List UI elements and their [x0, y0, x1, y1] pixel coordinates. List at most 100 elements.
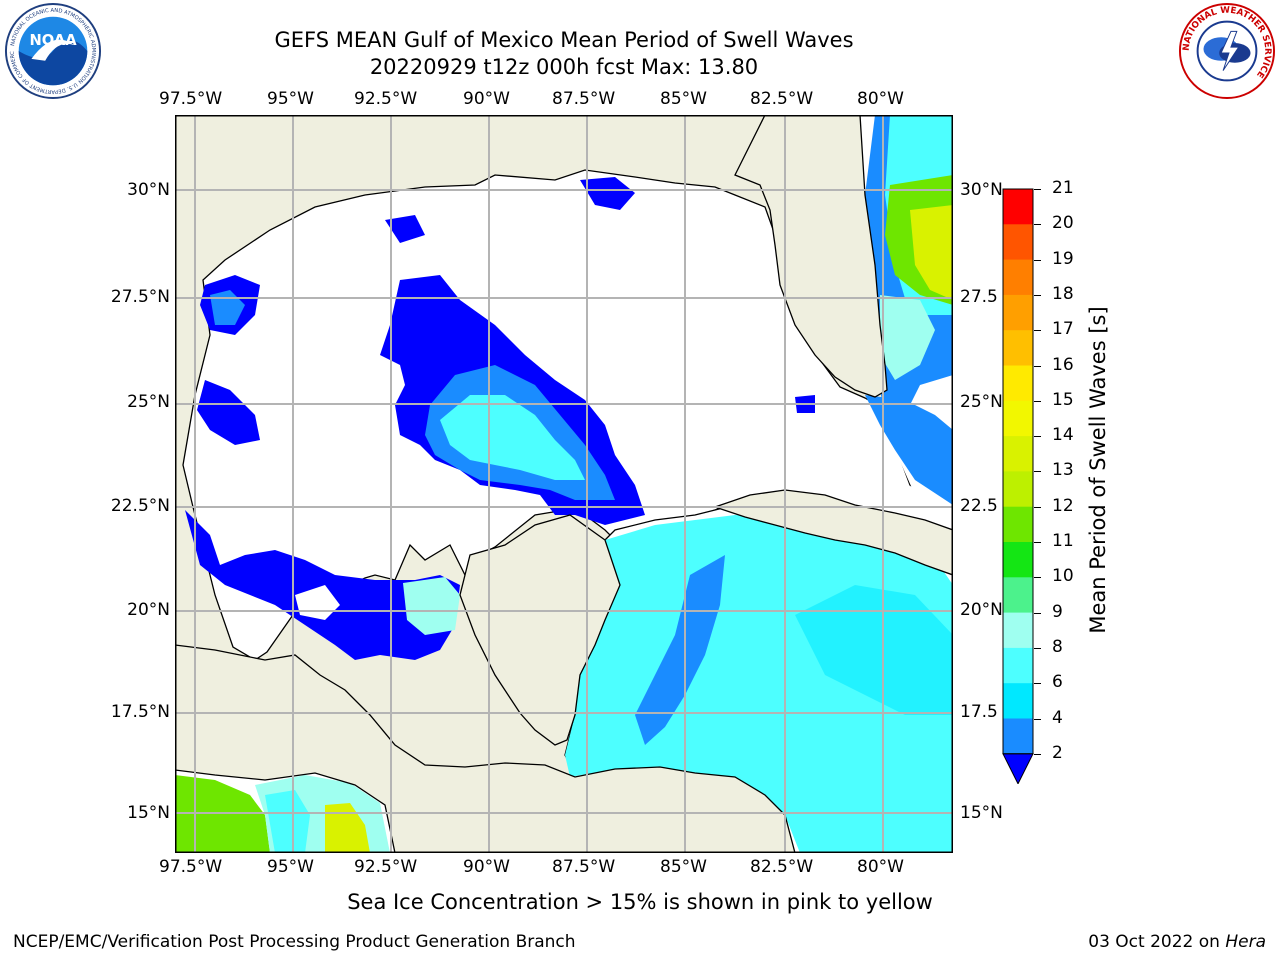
- colorbar-swatch: [1003, 471, 1033, 508]
- gulf-of-mexico-map: [175, 115, 953, 853]
- map-border: [175, 115, 953, 853]
- colorbar-tick-label: 2: [1052, 742, 1063, 763]
- colorbar-tick-label: 6: [1052, 672, 1063, 693]
- swell-period-area: [265, 790, 310, 853]
- colorbar-swatch: [1003, 259, 1033, 296]
- lon-tick-label-top: 87.5°W: [552, 89, 616, 109]
- colorbar-tick-mark: [1034, 365, 1041, 367]
- lat-tick-label-right: 17.5: [960, 702, 998, 722]
- colorbar-outline: [1002, 188, 1034, 755]
- colorbar-swatch: [1003, 224, 1033, 261]
- colorbar-swatch: [1003, 647, 1033, 684]
- colorbar-label-text: Mean Period of Swell Waves [s]: [1086, 306, 1110, 634]
- lat-tick-label-right: 22.5: [960, 496, 998, 516]
- run-date: 03 Oct 2022 on Hera: [1088, 932, 1266, 952]
- lon-tick-label-top: 82.5°W: [750, 89, 814, 109]
- nws-logo: NATIONAL WEATHER SERVICE: [1178, 2, 1276, 100]
- swell-period-area: [440, 395, 585, 480]
- colorbar-tick-label: 10: [1052, 566, 1074, 587]
- colorbar-tick-label: 13: [1052, 460, 1074, 481]
- colorbar-swatch: [1003, 612, 1033, 649]
- swell-period-area: [910, 205, 953, 300]
- colorbar-tick-label: 15: [1052, 389, 1074, 410]
- swell-period-area: [403, 577, 460, 635]
- colorbar-tick-mark: [1034, 259, 1041, 261]
- central-america-land: [175, 644, 796, 853]
- colorbar-tick-label: 4: [1052, 707, 1063, 728]
- colorbar-tick-mark: [1034, 506, 1041, 508]
- colorbar-tick-label: 16: [1052, 354, 1074, 375]
- colorbar-swatch: [1003, 683, 1033, 719]
- colorbar-tick-mark: [1034, 471, 1041, 473]
- colorbar-tick-mark: [1034, 612, 1041, 614]
- run-date-text: 03 Oct 2022 on: [1088, 932, 1226, 952]
- colorbar-tick-label: 21: [1052, 178, 1074, 198]
- colorbar-swatch: [1003, 189, 1033, 225]
- lon-tick-label-bottom: 97.5°W: [159, 857, 223, 877]
- noaa-logo: NOAA NATIONAL OCEANIC AND ATMOSPHERIC AD…: [2, 0, 102, 100]
- colorbar-extend-arrow: [1002, 753, 1034, 785]
- map-panel: [175, 115, 953, 853]
- colorbar-tick-mark: [1034, 647, 1041, 649]
- lon-tick-label-top: 95°W: [267, 89, 314, 109]
- colorbar-tick-mark: [1034, 683, 1041, 685]
- colorbar-tick-mark: [1034, 330, 1041, 332]
- swell-period-area: [197, 380, 260, 445]
- lon-tick-label-bottom: 95°W: [267, 857, 314, 877]
- colorbar-tick-label: 19: [1052, 248, 1074, 269]
- colorbar-tick-label: 20: [1052, 213, 1074, 234]
- colorbar-tick-label: 11: [1052, 531, 1074, 551]
- colorbar-tick-mark: [1034, 753, 1041, 755]
- colorbar-tick-label: 9: [1052, 601, 1063, 622]
- swell-period-area: [385, 215, 425, 243]
- swell-period-area: [325, 803, 370, 853]
- colorbar-tick-mark: [1034, 224, 1041, 226]
- lat-tick-label-right: 20°N: [960, 600, 1003, 620]
- colorbar-tick-label: 8: [1052, 636, 1063, 657]
- yucatan-peninsula: [459, 514, 621, 746]
- colorbar-tick-label: 18: [1052, 283, 1074, 304]
- swell-period-area: [580, 177, 635, 210]
- colorbar-swatch: [1003, 436, 1033, 472]
- lat-tick-label-left: 22.5°N: [110, 496, 170, 516]
- graticule: [175, 115, 953, 853]
- lon-tick-label-bottom: 90°W: [463, 857, 510, 877]
- colorbar-swatch: [1003, 330, 1033, 366]
- lon-tick-label-top: 80°W: [857, 89, 904, 109]
- credit-line: NCEP/EMC/Verification Post Processing Pr…: [13, 932, 576, 952]
- lat-tick-label-right: 30°N: [960, 180, 1003, 200]
- lon-tick-label-bottom: 92.5°W: [354, 857, 418, 877]
- colorbar-tick-mark: [1034, 189, 1041, 190]
- lat-tick-label-left: 20°N: [127, 600, 170, 620]
- lat-tick-label-left: 17.5°N: [110, 702, 170, 722]
- lon-tick-label-bottom: 82.5°W: [750, 857, 814, 877]
- colorbar: [1002, 188, 1036, 785]
- colorbar-swatch: [1003, 506, 1033, 543]
- colorbar-tick-label: 17: [1052, 319, 1074, 340]
- machine-name: Hera: [1225, 932, 1266, 952]
- lat-tick-label-left: 15°N: [127, 803, 170, 823]
- lat-tick-label-right: 25°N: [960, 392, 1003, 412]
- lon-tick-label-top: 90°W: [463, 89, 510, 109]
- swell-period-area: [880, 295, 935, 380]
- swell-period-area: [795, 585, 953, 715]
- colorbar-tick-mark: [1034, 542, 1041, 543]
- colorbar-tick-mark: [1034, 294, 1041, 296]
- map-title: GEFS MEAN Gulf of Mexico Mean Period of …: [274, 28, 854, 52]
- colorbar-swatch: [1003, 365, 1033, 402]
- lon-tick-label-top: 97.5°W: [159, 89, 223, 109]
- colorbar-tick-label: 12: [1052, 495, 1074, 516]
- lon-tick-label-bottom: 80°W: [857, 857, 904, 877]
- colorbar-swatch: [1003, 294, 1033, 331]
- lon-tick-label-bottom: 87.5°W: [552, 857, 616, 877]
- colorbar-tick-mark: [1034, 436, 1041, 438]
- colorbar-tick-mark: [1034, 577, 1041, 579]
- lat-tick-label-right: 27.5: [960, 287, 998, 307]
- swell-period-area: [635, 555, 725, 745]
- colorbar-swatch: [1003, 718, 1033, 755]
- colorbar-tick-mark: [1034, 400, 1041, 402]
- lat-tick-label-left: 30°N: [127, 180, 170, 200]
- colorbar-swatches: [1002, 188, 1034, 785]
- svg-text:NOAA: NOAA: [29, 32, 77, 49]
- lat-tick-label-right: 15°N: [960, 803, 1003, 823]
